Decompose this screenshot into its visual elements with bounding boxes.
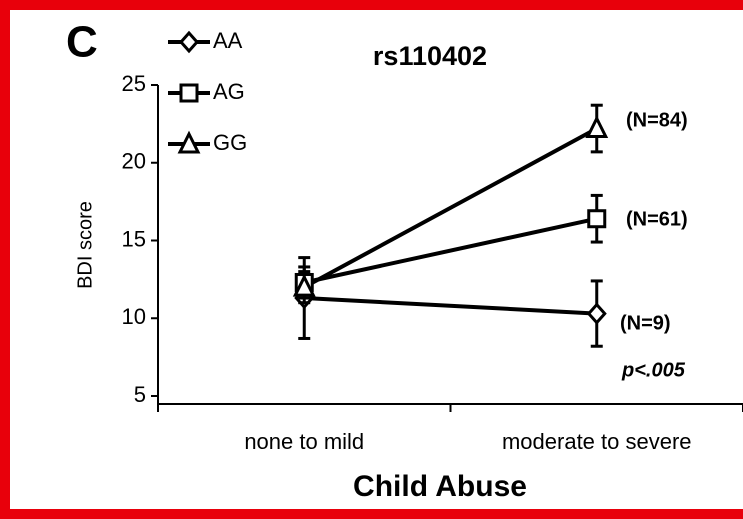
legend-label: AG (213, 79, 245, 104)
legend-label: AA (213, 28, 243, 53)
series-line (303, 126, 598, 289)
marker-diamond (586, 302, 607, 325)
frame-top (0, 0, 743, 10)
annotation: (N=61) (626, 208, 688, 230)
frame-bottom (0, 509, 743, 519)
marker-square (179, 83, 199, 103)
annotation: (N=84) (626, 109, 688, 131)
annotation: (N=9) (620, 312, 671, 334)
x-axis-label: Child Abuse (353, 470, 527, 503)
y-tick-label: 15 (122, 226, 146, 251)
frame-left (0, 0, 10, 519)
marker-triangle (177, 130, 201, 154)
marker-square (587, 209, 607, 229)
y-tick-label: 25 (122, 71, 146, 96)
y-tick-label: 5 (134, 382, 146, 407)
y-axis-label: BDI score (74, 201, 96, 289)
annotation: p<.005 (621, 359, 686, 381)
chart-title: rs110402 (373, 41, 487, 71)
marker-triangle (292, 273, 316, 297)
panel-label: C (66, 18, 98, 67)
marker-diamond (178, 30, 200, 54)
legend-label: GG (213, 130, 247, 155)
marker-triangle (585, 115, 609, 139)
x-tick-label: none to mild (244, 429, 364, 454)
series-line (303, 216, 598, 285)
y-tick-label: 20 (122, 149, 146, 174)
y-tick-label: 10 (122, 304, 146, 329)
series-line (304, 296, 597, 316)
x-tick-label: moderate to severe (502, 429, 692, 454)
